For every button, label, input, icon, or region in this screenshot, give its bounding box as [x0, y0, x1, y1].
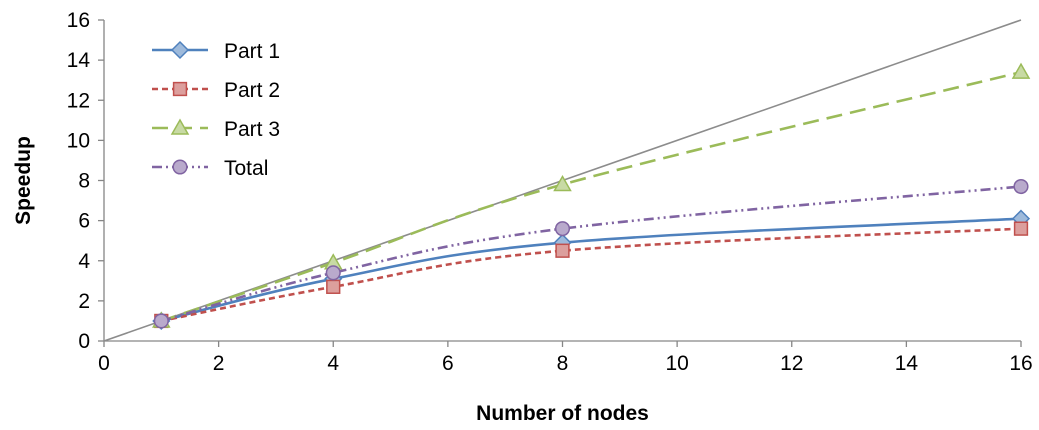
- x-tick-label: 4: [327, 352, 339, 375]
- axes: 0 2 4 6 8 10 12 14 16 0 2 4 6 8 10 12 14 16: [67, 9, 1033, 375]
- legend-label: Part 1: [224, 40, 280, 63]
- y-tick-label: 2: [78, 290, 90, 313]
- y-tick-label: 12: [67, 89, 90, 112]
- legend: Part 1 Part 2 Part 3 Total: [152, 40, 280, 180]
- data-point: [325, 265, 341, 281]
- legend-item: Part 3: [152, 118, 280, 141]
- series-total: [153, 178, 1029, 329]
- data-point: [1013, 178, 1029, 195]
- x-tick-label: 2: [213, 352, 225, 375]
- y-tick-label: 0: [78, 330, 90, 353]
- data-point: [555, 243, 570, 258]
- x-tick-label: 8: [557, 352, 569, 375]
- legend-marker: [172, 159, 188, 175]
- data-point: [326, 279, 341, 294]
- y-tick-label: 16: [67, 9, 90, 32]
- x-tick-label: 0: [98, 352, 110, 375]
- x-tick-label: 12: [780, 352, 803, 375]
- data-point: [553, 175, 572, 192]
- y-axis-title: Speedup: [12, 136, 35, 225]
- series-part-2: [154, 221, 1029, 329]
- series-part-3: [152, 62, 1031, 328]
- series-layer: [152, 62, 1031, 330]
- data-point: [554, 221, 571, 237]
- legend-label: Total: [224, 157, 268, 180]
- legend-item: Part 1: [152, 40, 280, 63]
- x-tick-label: 16: [1009, 352, 1032, 375]
- series-line: [160, 185, 1022, 323]
- legend-item: Part 2: [152, 79, 280, 102]
- y-tick-label: 6: [78, 210, 90, 233]
- series-line: [161, 217, 1022, 323]
- series-line: [160, 70, 1022, 323]
- legend-marker: [170, 118, 190, 135]
- y-tick-label: 8: [78, 170, 90, 193]
- y-tick-label: 4: [78, 250, 90, 273]
- data-point: [1013, 221, 1029, 236]
- data-point: [153, 313, 169, 329]
- series-line: [161, 227, 1022, 323]
- data-point: [1011, 62, 1031, 79]
- legend-item: Total: [152, 157, 268, 180]
- x-tick-label: 14: [895, 352, 919, 375]
- legend-label: Part 3: [224, 118, 280, 141]
- legend-marker: [172, 81, 188, 97]
- x-tick-label: 10: [665, 352, 688, 375]
- x-tick-label: 6: [442, 352, 454, 375]
- y-tick-label: 10: [67, 129, 90, 152]
- series-part-1: [152, 209, 1031, 330]
- x-axis-title: Number of nodes: [476, 402, 649, 425]
- legend-label: Part 2: [224, 79, 280, 102]
- y-tick-label: 14: [67, 49, 91, 72]
- legend-marker: [170, 40, 190, 60]
